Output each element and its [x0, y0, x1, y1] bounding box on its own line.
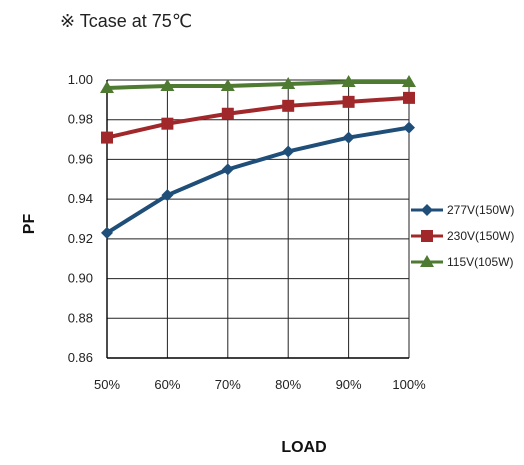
data-point: [100, 80, 114, 93]
legend-label: 115V(105W): [447, 255, 513, 269]
series-line: [106, 95, 410, 140]
series-2: [101, 91, 415, 144]
y-tick-labels: 0.86 0.88 0.90 0.92 0.94 0.96 0.98 1.00: [68, 72, 93, 365]
legend-label: 277V(150W): [447, 203, 514, 217]
series-3: [100, 74, 416, 93]
data-point: [221, 163, 234, 176]
axes: [106, 80, 409, 359]
series-1: [101, 121, 415, 239]
data-point: [341, 74, 356, 87]
x-axis-title: LOAD: [281, 439, 326, 456]
data-point: [342, 131, 355, 144]
y-tick-label: 0.96: [68, 151, 93, 166]
x-tick-label: 60%: [154, 377, 180, 392]
x-tick-label: 70%: [215, 377, 241, 392]
y-tick-label: 0.88: [68, 310, 93, 325]
tcase-note: ※ Tcase at 75℃: [60, 11, 192, 31]
data-point: [403, 91, 415, 104]
y-tick-label: 1.00: [68, 72, 93, 87]
legend-item: 230V(150W): [411, 229, 514, 243]
legend-swatch-marker: [421, 230, 433, 242]
y-tick-label: 0.86: [68, 350, 93, 365]
y-tick-label: 0.92: [68, 231, 93, 246]
y-tick-label: 0.94: [68, 191, 93, 206]
data-point: [101, 226, 113, 239]
x-tick-label: 100%: [392, 377, 426, 392]
legend-label: 230V(150W): [447, 229, 514, 243]
legend-swatch-marker: [420, 255, 434, 267]
data-point: [282, 145, 295, 158]
data-point: [161, 117, 174, 130]
legend: 277V(150W) 230V(150W) 115V(105W): [411, 203, 514, 269]
data-point: [160, 78, 175, 91]
series-line: [106, 79, 409, 90]
legend-swatch-marker: [421, 204, 433, 216]
y-axis-title: PF: [21, 214, 38, 235]
x-tick-label: 80%: [275, 377, 301, 392]
series-line: [105, 125, 410, 235]
legend-item: 277V(150W): [411, 203, 514, 217]
x-tick-labels: 50% 60% 70% 80% 90% 100%: [94, 377, 426, 392]
x-tick-label: 90%: [336, 377, 362, 392]
data-point: [281, 76, 296, 89]
data-point: [342, 95, 355, 108]
data-point: [221, 107, 234, 120]
data-point: [220, 78, 235, 91]
y-tick-label: 0.98: [68, 112, 93, 127]
data-point: [282, 99, 295, 112]
y-tick-label: 0.90: [68, 271, 93, 286]
data-point: [402, 74, 416, 87]
data-point: [161, 189, 174, 202]
data-series: [100, 74, 416, 239]
legend-item: 115V(105W): [411, 255, 513, 269]
x-tick-label: 50%: [94, 377, 120, 392]
gridlines: [106, 79, 410, 359]
data-point: [403, 121, 415, 134]
data-point: [101, 131, 113, 144]
